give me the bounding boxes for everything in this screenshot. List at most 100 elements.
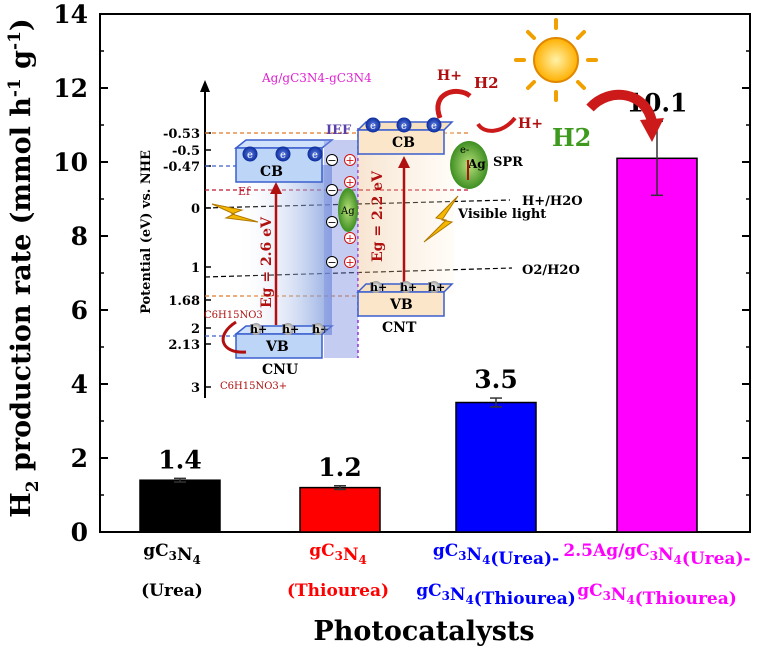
h-plus-top: H+ [437, 68, 462, 84]
inset-axis-arrow [200, 80, 210, 92]
spr-label: SPR [493, 155, 523, 170]
svg-text:−: − [327, 256, 336, 269]
cnt-vb-box [357, 291, 445, 317]
h2-badge: H2 [552, 123, 591, 152]
inset-tick-label: 3 [191, 381, 200, 396]
inset-tick-label: 1 [191, 261, 200, 276]
inset-tick-label: -0.47 [163, 160, 200, 175]
y-tick-label: 0 [71, 518, 88, 547]
svg-text:e: e [312, 150, 318, 161]
sacrificial-agent: C6H15NO3 [204, 310, 263, 321]
sacrificial-agent-oxidized: C6H15NO3+ [220, 381, 287, 392]
y-tick-label: 2 [71, 444, 88, 473]
category-label-line: gC3N4(Thiourea) [577, 581, 737, 609]
lightning-left [211, 203, 259, 223]
svg-text:h+: h+ [370, 281, 387, 294]
svg-text:−: − [327, 184, 336, 197]
cnt-bandgap: Eg = 2.2 eV [370, 170, 386, 262]
o2-h2o-label: O2/H2O [522, 263, 580, 278]
svg-text:e: e [401, 121, 407, 132]
h-plus-arrow [476, 116, 517, 133]
x-category-labels: gC3N4(Urea)gC3N4(Thiourea)gC3N4(Urea)-gC… [141, 541, 750, 609]
svg-text:h+: h+ [428, 281, 445, 294]
cnt-cb-box [357, 129, 445, 155]
cnu-holes: h+ h+ h+ [250, 323, 329, 336]
y-tick-label: 10 [53, 148, 88, 177]
inset-potential-ticks: -0.53 -0.5-0.47 0 1 1.68 22.13 3 [163, 127, 211, 396]
svg-text:e: e [370, 121, 376, 132]
category-label-line: gC3N4(Thiourea) [416, 581, 576, 609]
mechanism-inset: Potential (eV) vs. NHE -0.53 -0.5-0.47 0 1 1… [139, 68, 583, 398]
h-plus-right: H+ [518, 116, 543, 132]
value-label: 3.5 [474, 365, 518, 394]
svg-text:+: + [345, 256, 354, 269]
h2-curved-arrowhead [640, 118, 664, 142]
y-tick-label: 6 [71, 296, 88, 325]
category-label-line: gC3N4(Urea)- [433, 541, 559, 569]
value-label: 1.2 [318, 453, 362, 482]
category-label-line: 2.5Ag/gC3N4(Urea)- [563, 541, 750, 569]
category-label-line: gC3N4 [143, 541, 201, 567]
bar [299, 486, 381, 533]
y-tick-label: 14 [53, 0, 88, 29]
value-label: 1.4 [158, 445, 202, 474]
y-tick-label: 4 [71, 370, 88, 399]
visible-light-label: Visible light [457, 207, 546, 222]
cnt-holes: h+ h+ h+ [370, 281, 445, 294]
cnu-excitation-arrowhead [270, 182, 282, 194]
svg-text:−: − [327, 216, 336, 229]
ag-particle-interface [338, 188, 358, 232]
h2-top: H2 [474, 74, 499, 92]
cnu-vb-box [235, 333, 323, 359]
y-axis-label: H2 production rate (mmol h-1 g-1) [5, 18, 43, 517]
cnt-cb-label: CB [392, 135, 415, 151]
inset-tick-label: -0.5 [172, 144, 200, 159]
category-label-line: (Urea) [141, 581, 203, 601]
cnt-vb-label: VB [389, 297, 413, 313]
cnu-bandgap: Eg = 2.6 eV [259, 216, 275, 308]
sun-icon [514, 18, 598, 102]
h2-curved-arrow [586, 89, 657, 124]
cnu-vb-label: VB [265, 339, 289, 355]
lightning-right [423, 195, 459, 243]
h-h2o-label: H+/H2O [522, 194, 583, 209]
svg-text:+: + [345, 176, 354, 189]
cnu-name: CNU [262, 362, 298, 378]
inset-tick-label: 2.13 [168, 338, 200, 353]
ief-label: IEF [326, 123, 352, 138]
svg-text:−: − [327, 154, 336, 167]
category-label-line: gC3N4 [309, 541, 367, 567]
bar [139, 479, 221, 533]
cnu-electrons: e e e [242, 146, 323, 162]
bar [455, 401, 537, 533]
cnu-cb-label: CB [260, 164, 283, 180]
inset-tick-label: 0 [191, 202, 200, 217]
cnu-body [236, 165, 332, 335]
interface-charges: − − − − + + + + + [326, 154, 356, 269]
y-tick-label: 12 [53, 74, 88, 103]
svg-text:+: + [345, 154, 354, 167]
svg-text:h+: h+ [312, 323, 329, 336]
svg-text:h+: h+ [250, 323, 267, 336]
fermi-level-label: Ef [238, 185, 251, 198]
svg-text:h+: h+ [400, 281, 417, 294]
inset-axis-label: Potential (eV) vs. NHE [139, 150, 154, 314]
h2-evolution-arrow [435, 88, 472, 119]
inset-tick-label: 2 [191, 322, 200, 337]
category-label-line: (Thiourea) [287, 581, 389, 601]
svg-text:e: e [431, 121, 437, 132]
cnt-name: CNT [382, 320, 417, 336]
ag-spr-label: Ag [467, 157, 486, 171]
svg-text:+: + [345, 232, 354, 245]
inset-tick-label: -0.53 [163, 127, 200, 142]
bars: 1.4 1.23.510.1 [139, 88, 698, 533]
oxidation-arrow [221, 320, 247, 354]
y-tick-label: 8 [71, 222, 88, 251]
inset-title: Ag/gC3N4-gC3N4 [261, 71, 372, 85]
cnt-electrons: e e e [365, 117, 442, 133]
ag-spr-electron: e- [460, 145, 469, 156]
interface-field [324, 140, 358, 358]
bar [616, 157, 698, 533]
svg-text:e: e [280, 150, 286, 161]
